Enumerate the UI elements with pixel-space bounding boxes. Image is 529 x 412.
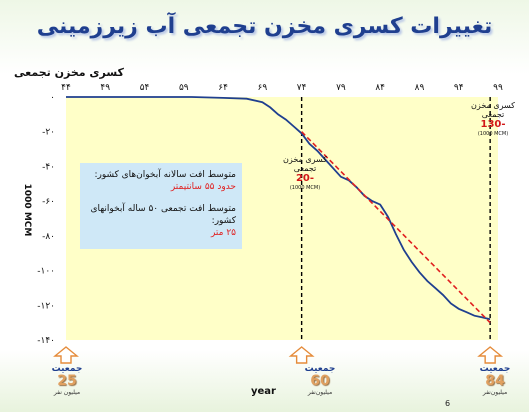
annotation-74-label: کسری مخزن تجمعی bbox=[283, 155, 327, 173]
population-value: 84 bbox=[485, 373, 505, 389]
y-tick-label: ۰ bbox=[50, 93, 55, 103]
y-tick-label: -۱۴۰ bbox=[37, 336, 55, 346]
series-group bbox=[66, 96, 491, 324]
x-tick-label: ۶۹ bbox=[258, 83, 268, 93]
info-line-1: متوسط افت سالانه آبخوان‌های کشور: bbox=[94, 170, 236, 180]
annotation-98-unit: (1000 MCM) bbox=[477, 131, 509, 137]
y-axis-ticks: ۰ -۲۰ -۴۰ -۶۰ -۸۰ -۱۰۰ -۱۲۰ -۱۴۰ bbox=[37, 93, 55, 346]
annotation-74-value: -20 bbox=[295, 173, 315, 184]
x-tick-label: ۴۴ bbox=[61, 83, 71, 93]
population-label: جمعیت bbox=[51, 364, 83, 374]
population-unit: میلیون‌نفر bbox=[482, 389, 508, 396]
y-tick-label: -۱۰۰ bbox=[37, 267, 55, 277]
x-tick-label: ۷۹ bbox=[336, 83, 346, 93]
y-tick-label: -۸۰ bbox=[42, 232, 55, 242]
population-value: 60 bbox=[310, 373, 330, 389]
population-unit: میلیون نفر bbox=[53, 389, 81, 396]
population-value: 25 bbox=[57, 373, 77, 389]
x-tick-label: ۸۹ bbox=[415, 83, 425, 93]
x-tick-label: ۴۹ bbox=[100, 83, 110, 93]
series-line-trend bbox=[301, 131, 491, 324]
x-axis-ticks: ۴۴ ۴۹ ۵۴ ۵۹ ۶۴ ۶۹ ۷۴ ۷۹ ۸۴ ۸۹ ۹۴ ۹۹ bbox=[61, 83, 503, 93]
x-tick-label: ۷۴ bbox=[297, 83, 307, 93]
x-tick-label: ۹۴ bbox=[454, 83, 464, 93]
up-arrow-icon bbox=[477, 346, 504, 364]
annotation-98: کسری مخزن تجمعی -130 (1000 MCM) bbox=[466, 101, 520, 137]
x-tick-label: ۶۴ bbox=[218, 83, 228, 93]
info-box: متوسط افت سالانه آبخوان‌های کشور: حدود ۵… bbox=[80, 163, 242, 249]
page-number: 6 bbox=[445, 399, 451, 408]
chart-title: تغییرات کسری مخزن تجمعی آب زیرزمینی bbox=[36, 14, 493, 39]
y-tick-label: -۴۰ bbox=[42, 162, 55, 172]
population-label: جمعیت bbox=[304, 364, 336, 374]
annotation-98-label: کسری مخزن تجمعی bbox=[471, 101, 515, 119]
x-tick-label: ۹۹ bbox=[493, 83, 503, 93]
population-1398: جمعیت 84 میلیون‌نفر bbox=[465, 364, 525, 396]
info-line-2: متوسط افت تجمعی ۵۰ ساله آبخوانهای کشور: bbox=[90, 204, 236, 226]
x-tick-label: ۵۴ bbox=[140, 83, 150, 93]
up-arrow-icon bbox=[288, 346, 315, 364]
reference-lines bbox=[300, 97, 491, 340]
y-tick-label: -۶۰ bbox=[42, 197, 55, 207]
up-arrow-icon bbox=[53, 346, 79, 364]
info-value-1: حدود ۵۵ سانتیمتر bbox=[170, 182, 236, 192]
population-label: جمعیت bbox=[479, 364, 511, 374]
population-arrows bbox=[53, 346, 504, 364]
x-tick-label: ۸۴ bbox=[375, 83, 385, 93]
annotation-74-unit: (1000 MCM) bbox=[289, 185, 321, 191]
annotation-74: کسری مخزن تجمعی -20 (1000 MCM) bbox=[280, 155, 330, 191]
population-1344: جمعیت 25 میلیون نفر bbox=[37, 364, 97, 396]
annotation-98-value: -130 bbox=[480, 119, 506, 130]
info-value-2: ۲۵ متر bbox=[210, 228, 236, 238]
y-tick-label: -۱۲۰ bbox=[37, 301, 55, 311]
y-tick-label: -۲۰ bbox=[42, 128, 55, 138]
population-unit: میلیون‌نفر bbox=[307, 389, 333, 396]
y-axis-title: کسری مخزن تجمعی bbox=[14, 66, 124, 79]
x-tick-label: ۵۹ bbox=[179, 83, 189, 93]
x-axis-title: year bbox=[251, 386, 276, 397]
population-1374: جمعیت 60 میلیون‌نفر bbox=[290, 364, 350, 396]
